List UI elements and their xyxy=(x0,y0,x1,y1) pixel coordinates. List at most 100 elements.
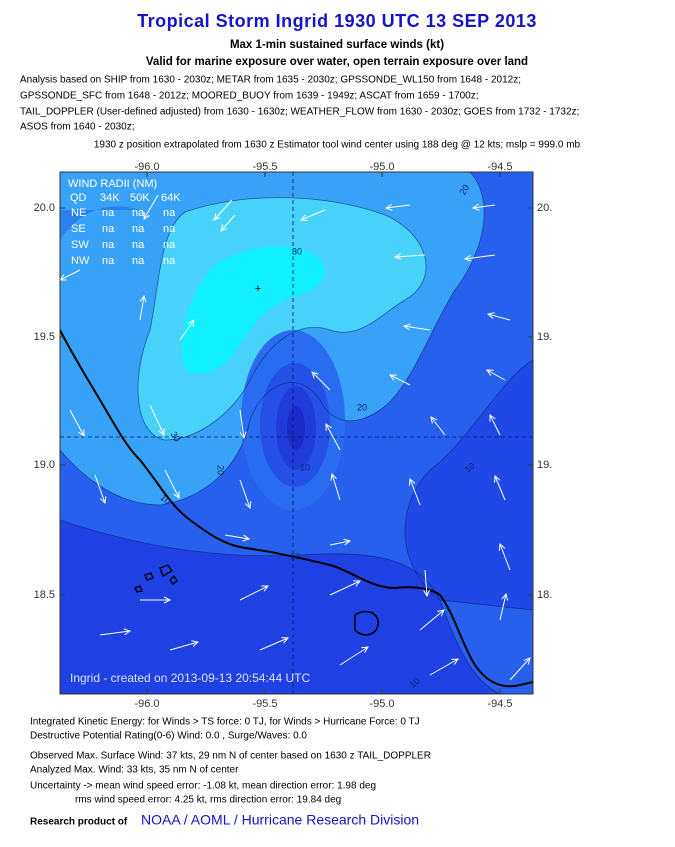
map-frame xyxy=(59,171,534,695)
islands xyxy=(134,564,178,593)
lon-tick-label: -94.5 xyxy=(487,698,512,710)
lat-tick-label: 18.5 xyxy=(34,589,55,601)
lat-tick-label: 19.5 xyxy=(34,331,55,343)
lon-tick-label: -95.0 xyxy=(369,161,394,173)
lat-tick-label: 20.0 xyxy=(34,202,55,214)
radii-header: QD xyxy=(70,192,87,204)
wind-arrow xyxy=(239,479,252,510)
wind-arrow xyxy=(239,585,269,601)
radii-cell: NE xyxy=(71,207,86,219)
contour-label: 30 xyxy=(169,430,183,444)
wind-arrow xyxy=(164,469,180,499)
wind-arrow xyxy=(311,371,331,391)
contour-label: 20 xyxy=(458,183,472,197)
wind-arrow xyxy=(471,203,496,211)
contour-label: 10 xyxy=(300,462,310,472)
contour-label: 10 xyxy=(408,675,422,689)
wind-arrow xyxy=(94,474,107,505)
lon-tick-label: -94.5 xyxy=(487,161,512,173)
wind-arrow xyxy=(60,269,81,281)
radii-cell: NW xyxy=(71,255,90,267)
coastline xyxy=(60,329,533,688)
wind-arrow xyxy=(489,414,501,436)
wind-arrow xyxy=(99,628,132,636)
wind-arrow xyxy=(220,214,236,232)
lake xyxy=(354,610,379,636)
radii-cell: na xyxy=(132,207,145,219)
analysis-line: Analysis based on SHIP from 1630 - 2030z… xyxy=(20,75,521,86)
title: Tropical Storm Ingrid 1930 UTC 13 SEP 20… xyxy=(137,11,537,31)
wind-arrow xyxy=(169,640,200,651)
wind-arrow xyxy=(339,646,369,666)
field-30-35 xyxy=(138,197,427,440)
radii-cell: na xyxy=(163,239,176,251)
wind-arrow xyxy=(419,609,445,631)
radii-cell: SE xyxy=(71,223,86,235)
wind-arrow xyxy=(499,592,509,621)
contours xyxy=(60,172,533,694)
field-0-10 xyxy=(60,520,500,694)
contour-label: 10 xyxy=(463,460,477,474)
wind-arrow xyxy=(329,580,362,596)
wind-arrow xyxy=(393,253,426,261)
wind-arrow xyxy=(69,409,85,437)
wind-arrow xyxy=(429,658,459,676)
wind-arrow xyxy=(224,534,251,542)
wind-arrow xyxy=(494,474,506,501)
note-line: Observed Max. Surface Wind: 37 kts, 29 n… xyxy=(30,751,431,762)
lon-tick-label: -95.5 xyxy=(252,698,277,710)
radii-cell: na xyxy=(163,207,176,219)
radii-header: 34K xyxy=(100,192,120,204)
radii-cell: SW xyxy=(71,239,89,251)
wind-arrow xyxy=(149,404,165,437)
wind-arrow xyxy=(143,194,159,220)
lat-tick-label: 18. xyxy=(537,589,552,601)
wind-radii-title: WIND RADII (NM) xyxy=(68,178,157,190)
wind-arrow xyxy=(498,542,511,571)
radii-cell: na xyxy=(163,255,176,267)
lat-tick-label: 19. xyxy=(537,459,552,471)
validity: Valid for marine exposure over water, op… xyxy=(146,56,528,68)
analysis-line: ASOS from 1640 - 2030z; xyxy=(20,122,135,133)
analysis-line: TAIL_DOPPLER (User-defined adjusted) fro… xyxy=(20,107,579,118)
wind-arrow xyxy=(389,374,411,386)
wind-arrow xyxy=(430,416,446,436)
subtitle: Max 1-min sustained surface winds (kt) xyxy=(230,39,444,51)
axis-ticks: -96.0 -95.5 -95.0 -94.5 -96.0 -95.5 -95.0 -94.5… xyxy=(34,161,553,710)
position-note: 1930 z position extrapolated from 1630 z… xyxy=(94,140,581,151)
contour-label: 10 xyxy=(290,551,300,561)
wind-arrow xyxy=(325,423,341,451)
footer-link[interactable]: NOAA / AOML / Hurricane Research Divisio… xyxy=(141,812,419,828)
wind-arrow xyxy=(486,312,511,321)
wind-arrow xyxy=(139,294,147,321)
wind-arrow xyxy=(259,637,290,651)
wind-arrow xyxy=(402,323,431,331)
wind-arrow xyxy=(486,369,506,381)
lat-tick-label: 19.0 xyxy=(34,459,55,471)
footer-prefix: Research product of xyxy=(30,817,128,828)
radii-cell: na xyxy=(102,223,115,235)
max-wind-marker: + xyxy=(255,283,261,295)
note-line: Analyzed Max. Wind: 33 kts, 35 nm N of c… xyxy=(30,765,239,776)
wind-arrow xyxy=(408,477,421,506)
wind-arrow xyxy=(423,569,430,598)
wind-arrow xyxy=(140,596,172,604)
wind-arrow xyxy=(299,209,326,221)
wind-arrow xyxy=(384,203,411,211)
radii-cell: na xyxy=(132,223,145,235)
wind-arrow xyxy=(213,199,233,221)
radii-cell: na xyxy=(102,255,115,267)
radii-header: 64K xyxy=(161,192,181,204)
contour-label: 20 xyxy=(216,465,226,475)
lat-tick-label: 20. xyxy=(537,202,552,214)
wind-arrows xyxy=(60,194,531,681)
note-line: Destructive Potential Rating(0-6) Wind: … xyxy=(30,731,307,742)
lon-tick-label: -96.0 xyxy=(134,161,159,173)
watermark: Ingrid - created on 2013-09-13 20:54:44 … xyxy=(70,671,310,685)
lat-tick-label: 19. xyxy=(537,331,552,343)
contour-label: 30 xyxy=(292,246,302,256)
contour-label: 10 xyxy=(158,492,172,506)
wind-field: + 20 30 30 20 20 10 10 10 10 10 Ingrid - created … xyxy=(60,172,533,694)
radii-cell: na xyxy=(102,207,115,219)
